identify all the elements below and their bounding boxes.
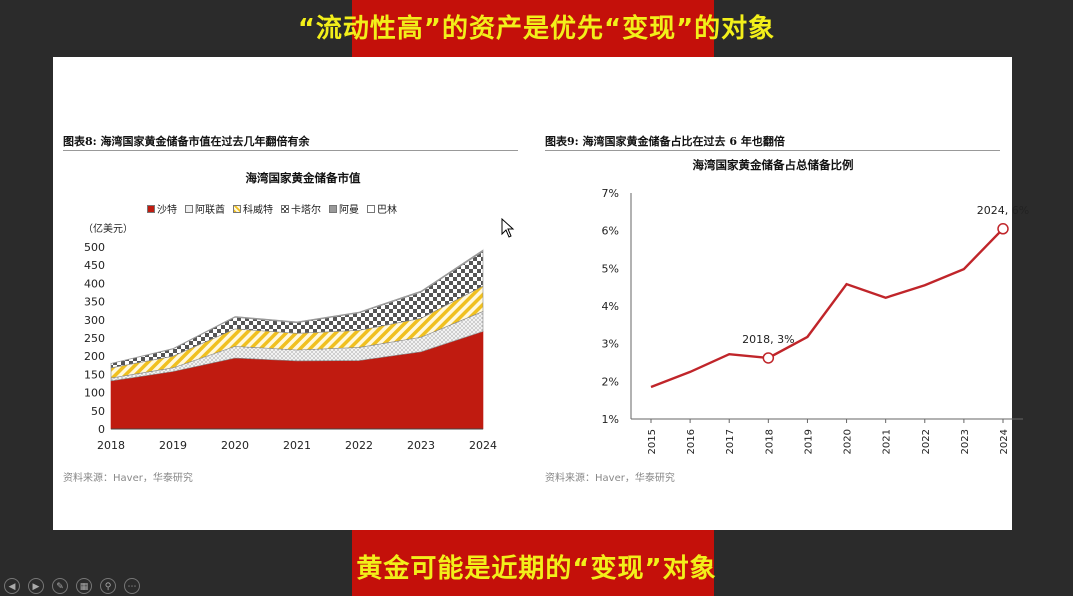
legend-label: 巴林 bbox=[377, 205, 397, 216]
prev-icon[interactable]: ◀ bbox=[4, 578, 20, 594]
x-tick-label: 2016 bbox=[686, 429, 697, 454]
x-tick-label: 2024 bbox=[469, 439, 497, 452]
x-tick-label: 2023 bbox=[960, 429, 971, 454]
top-caption-band bbox=[352, 0, 714, 57]
y-tick-label: 500 bbox=[84, 241, 105, 254]
x-tick-label: 2018 bbox=[764, 429, 775, 454]
x-tick-label: 2015 bbox=[647, 429, 658, 454]
legend-label: 科威特 bbox=[243, 205, 273, 216]
legend-label: 卡塔尔 bbox=[291, 205, 321, 216]
annotation-marker bbox=[762, 352, 775, 364]
x-tick-label: 2017 bbox=[725, 429, 736, 454]
y-tick-label: 100 bbox=[84, 387, 105, 400]
annotation-marker bbox=[997, 223, 1009, 235]
next-icon[interactable]: ▶ bbox=[28, 578, 44, 594]
right-chart-title: 海湾国家黄金储备占总储备比例 bbox=[692, 158, 854, 172]
presenter-toolbar: ◀ ▶ ✎ ▦ ⚲ ⋯ bbox=[4, 578, 140, 594]
legend-swatch bbox=[185, 204, 193, 213]
legend-item: 卡塔尔 bbox=[281, 201, 321, 216]
x-tick-label: 2018 bbox=[97, 439, 125, 452]
x-tick-label: 2021 bbox=[283, 439, 311, 452]
y-tick-label: 1% bbox=[602, 413, 619, 426]
y-tick-label: 400 bbox=[84, 277, 105, 290]
x-tick-label: 2022 bbox=[345, 439, 373, 452]
x-tick-label: 2023 bbox=[407, 439, 435, 452]
x-tick-label: 2019 bbox=[803, 429, 814, 454]
more-icon[interactable]: ⋯ bbox=[124, 578, 140, 594]
left-chart-legend: 沙特 阿联酋 科威特 卡塔尔 阿曼 巴林 bbox=[147, 201, 397, 216]
right-figure-title: 图表9: 海湾国家黄金储备占比在过去 6 年也翻倍 bbox=[545, 135, 785, 148]
annotation-label: 2024, 6% bbox=[977, 204, 1029, 217]
legend-item: 阿联酋 bbox=[185, 201, 225, 216]
legend-swatch bbox=[147, 204, 155, 213]
left-chart-title: 海湾国家黄金储备市值 bbox=[245, 171, 361, 185]
slide: 图表8: 海湾国家黄金储备市值在过去几年翻倍有余 海湾国家黄金储备市值 沙特 阿联… bbox=[53, 57, 1030, 530]
y-tick-label: 3% bbox=[602, 338, 619, 351]
legend-item: 科威特 bbox=[233, 201, 273, 216]
top-caption: “流动性高”的资产是优先“变现”的对象 bbox=[297, 14, 776, 44]
y-tick-label: 300 bbox=[84, 314, 105, 327]
bottom-caption: 黄金可能是近期的“变现”对象 bbox=[356, 554, 717, 584]
mouse-cursor-icon bbox=[501, 218, 515, 238]
y-tick-label: 6% bbox=[602, 225, 619, 238]
legend-label: 沙特 bbox=[157, 205, 177, 216]
annotation-label: 2018, 3% bbox=[742, 333, 794, 346]
y-tick-label: 450 bbox=[84, 259, 105, 272]
y-tick-label: 4% bbox=[602, 300, 619, 313]
x-tick-label: 2021 bbox=[882, 429, 893, 454]
y-tick-label: 50 bbox=[91, 405, 105, 418]
legend-swatch bbox=[233, 204, 241, 213]
x-tick-label: 2020 bbox=[843, 429, 854, 454]
area-series-5 bbox=[110, 247, 484, 364]
left-source-note: 资料来源：Haver，华泰研究 bbox=[63, 473, 193, 484]
x-tick-label: 2019 bbox=[159, 439, 187, 452]
right-title-rule bbox=[545, 150, 1000, 151]
y-tick-label: 5% bbox=[602, 262, 619, 275]
y-tick-label: 0 bbox=[98, 423, 105, 436]
legend-swatch bbox=[329, 204, 337, 213]
y-tick-label: 350 bbox=[84, 296, 105, 309]
left-chart-unit: （亿美元） bbox=[83, 224, 133, 235]
zoom-icon[interactable]: ⚲ bbox=[100, 578, 116, 594]
y-tick-label: 150 bbox=[84, 368, 105, 381]
area-chart: 0 50 100 150 200 250 300 350 400 450 500 2018 2019 20… bbox=[84, 241, 497, 452]
legend-swatch bbox=[281, 204, 289, 213]
x-tick-label: 2024 bbox=[999, 429, 1010, 454]
legend-swatch bbox=[367, 204, 375, 213]
left-figure-title: 图表8: 海湾国家黄金储备市值在过去几年翻倍有余 bbox=[63, 135, 310, 148]
line-series bbox=[650, 227, 1004, 389]
x-tick-label: 2020 bbox=[221, 439, 249, 452]
bottom-caption-band bbox=[352, 530, 714, 596]
legend-item: 巴林 bbox=[367, 201, 397, 216]
y-tick-label: 2% bbox=[602, 375, 619, 388]
slides-icon[interactable]: ▦ bbox=[76, 578, 92, 594]
legend-item: 阿曼 bbox=[329, 201, 359, 216]
y-tick-label: 250 bbox=[84, 332, 105, 345]
pen-icon[interactable]: ✎ bbox=[52, 578, 68, 594]
x-tick-label: 2022 bbox=[921, 429, 932, 454]
y-tick-label: 200 bbox=[84, 350, 105, 363]
y-tick-label: 7% bbox=[602, 187, 619, 200]
line-chart: 1% 2% 3% 4% 5% 6% 7% 2015 2016 2017 2018 2019 2020 20… bbox=[602, 187, 1030, 454]
legend-label: 阿联酋 bbox=[195, 205, 225, 216]
legend-item: 沙特 bbox=[147, 201, 177, 216]
right-source-note: 资料来源：Haver，华泰研究 bbox=[545, 473, 675, 484]
legend-label: 阿曼 bbox=[339, 205, 359, 216]
left-title-rule bbox=[63, 150, 518, 151]
